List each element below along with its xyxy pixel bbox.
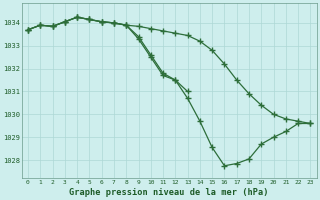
X-axis label: Graphe pression niveau de la mer (hPa): Graphe pression niveau de la mer (hPa) [69, 188, 269, 197]
